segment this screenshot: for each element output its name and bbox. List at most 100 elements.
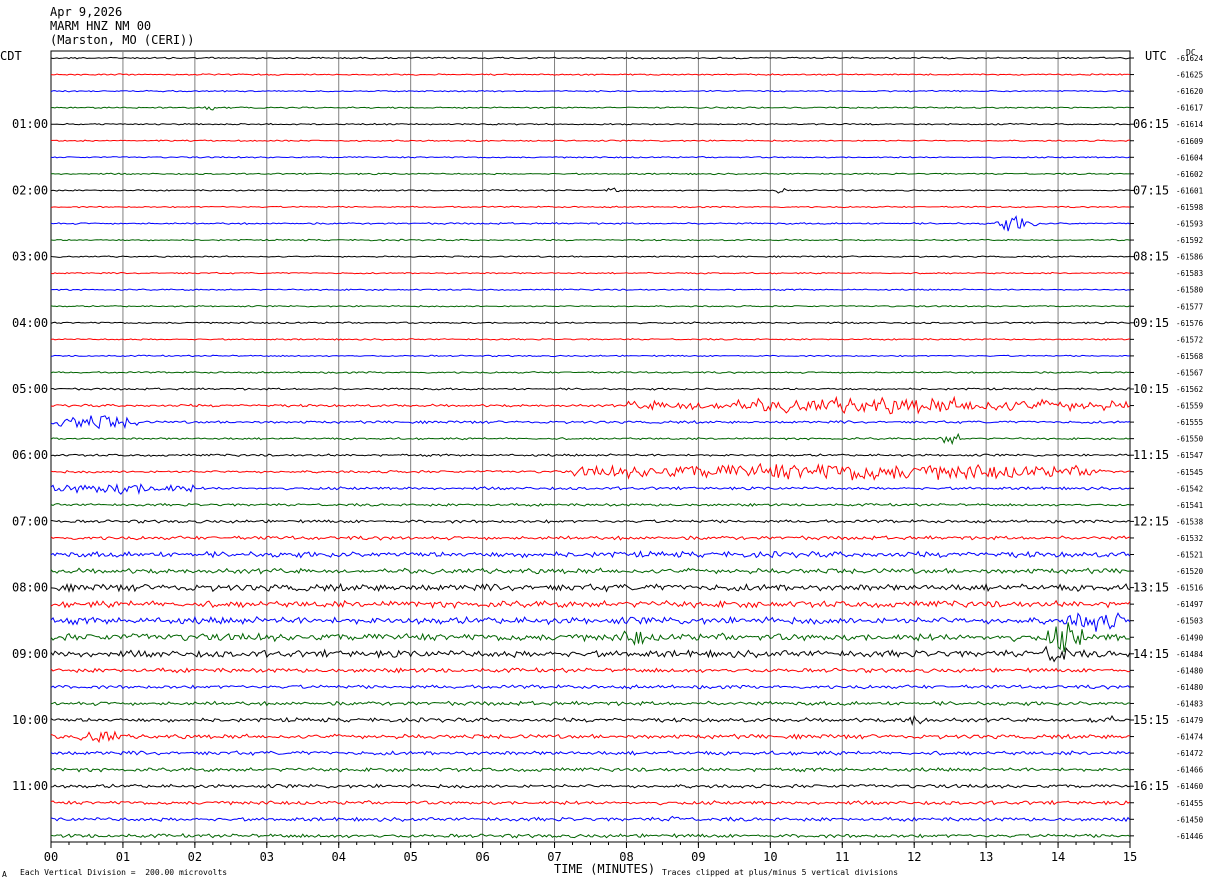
plot-frame (50, 50, 1131, 843)
x-tick-label: 11 (835, 850, 849, 864)
dc-offset-label: -61480 (1176, 666, 1204, 675)
clip-note: Traces clipped at plus/minus 5 vertical … (662, 868, 899, 877)
x-tick-label: 15 (1123, 850, 1137, 864)
dc-offset-label: -61598 (1176, 203, 1204, 212)
x-tick-label: 01 (116, 850, 130, 864)
dc-offset-label: -61472 (1176, 749, 1203, 758)
dc-offset-label: -61572 (1176, 335, 1203, 344)
trace-line (50, 833, 1131, 839)
right-hour-label: 06:15 (1133, 117, 1169, 131)
dc-offset-label: -61624 (1176, 54, 1204, 63)
dc-offset-label: -61484 (1176, 650, 1204, 659)
trace-line (51, 122, 1131, 126)
x-tick-label: 00 (44, 850, 58, 864)
left-hour-label: 01:00 (12, 117, 48, 131)
header-station: MARM HNZ NM 00 (50, 19, 152, 33)
trace-line (50, 73, 1131, 76)
trace-line (50, 432, 1131, 446)
dc-offset-label: -61480 (1176, 683, 1204, 692)
trace-line (50, 599, 1131, 609)
trace-line (50, 304, 1131, 308)
dc-offset-label: -61576 (1176, 319, 1204, 328)
left-hour-label: 11:00 (12, 779, 48, 793)
dc-offset-label: -61555 (1176, 418, 1203, 427)
trace-line (50, 338, 1131, 341)
header-location: (Marston, MO (CERI)) (50, 33, 195, 47)
trace-line (50, 582, 1131, 594)
right-hour-label: 14:15 (1133, 647, 1169, 661)
trace-line (50, 700, 1130, 707)
left-hour-label: 02:00 (12, 183, 48, 197)
trace-line (50, 684, 1131, 690)
left-hour-label: 04:00 (12, 316, 48, 330)
trace-line (50, 462, 1131, 481)
dc-offset-label: -61568 (1176, 352, 1204, 361)
trace-line (50, 255, 1131, 259)
dc-offset-label: -61483 (1176, 699, 1203, 708)
header-date: Apr 9,2026 (50, 5, 123, 19)
dc-offset-label: -61460 (1176, 782, 1204, 791)
x-tick-label: 10 (763, 850, 777, 864)
trace-line (50, 550, 1131, 559)
dc-offset-label: -61593 (1176, 220, 1203, 229)
right-hour-label: 07:15 (1133, 183, 1169, 197)
right-hour-label: 16:15 (1133, 779, 1169, 793)
trace-line (50, 387, 1130, 391)
dc-offset-label: -61625 (1176, 71, 1203, 80)
right-hour-label: 09:15 (1133, 316, 1169, 330)
trace-line (50, 215, 1131, 232)
dc-offset-label: -61521 (1176, 551, 1203, 560)
trace-line (50, 106, 1131, 111)
trace-line (50, 799, 1131, 806)
left-hour-label: 08:00 (12, 581, 48, 595)
dc-offset-label: -61474 (1176, 733, 1204, 742)
right-hour-label: 11:15 (1133, 448, 1169, 462)
dc-offset-label: -61541 (1176, 501, 1203, 510)
trace-line (50, 172, 1131, 176)
trace-line (50, 415, 1131, 430)
x-tick-label: 14 (1051, 850, 1065, 864)
dc-offset-label: -61609 (1176, 137, 1203, 146)
dc-offset-label: -61550 (1176, 435, 1204, 444)
right-hour-label: 13:15 (1133, 581, 1169, 595)
trace-line (50, 139, 1131, 143)
left-hour-label: 07:00 (12, 514, 48, 528)
dc-offset-label: -61583 (1176, 269, 1203, 278)
trace-line (50, 187, 1131, 194)
trace-line (50, 766, 1131, 773)
x-tick-label: 05 (403, 850, 417, 864)
trace-line (50, 395, 1131, 415)
dc-offset-label: -61614 (1176, 120, 1204, 129)
trace-line (50, 354, 1131, 358)
dc-offset-label: -61547 (1176, 451, 1203, 460)
dc-offset-label: -61490 (1176, 633, 1204, 642)
dc-offset-header: DC (1186, 48, 1196, 57)
dc-offset-label: -61497 (1176, 600, 1203, 609)
dc-offset-label: -61602 (1176, 170, 1203, 179)
left-hour-label: 10:00 (12, 713, 48, 727)
trace-line (50, 89, 1131, 93)
trace-line (50, 730, 1130, 744)
trace-line (50, 815, 1131, 823)
dc-offset-label: -61620 (1176, 87, 1204, 96)
dc-offset-label: -61604 (1176, 153, 1204, 162)
trace-line (50, 502, 1131, 507)
dc-offset-label: -61532 (1176, 534, 1203, 543)
x-tick-label: 08 (619, 850, 633, 864)
trace-line (50, 567, 1131, 575)
dc-offset-label: -61516 (1176, 584, 1204, 593)
dc-offset-label: -61503 (1176, 617, 1203, 626)
right-hour-label: 08:15 (1133, 250, 1169, 264)
dc-offset-label: -61559 (1176, 402, 1203, 411)
left-hour-label: 09:00 (12, 647, 48, 661)
x-tick-label: 06 (475, 850, 489, 864)
x-tick-label: 09 (691, 850, 705, 864)
left-hour-label: 03:00 (12, 250, 48, 264)
trace-line (50, 371, 1131, 374)
x-axis-title: TIME (MINUTES) (554, 862, 656, 876)
trace-line (50, 714, 1131, 726)
dc-offset-label: -61446 (1176, 832, 1204, 841)
trace-line (50, 56, 1131, 60)
trace-line (50, 321, 1130, 325)
